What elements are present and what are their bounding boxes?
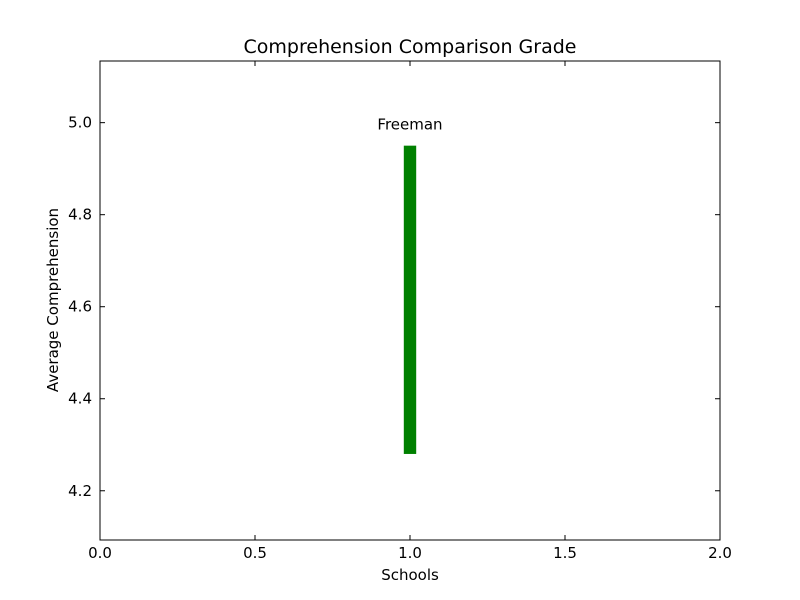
y-tick-label: 4.8 [68, 206, 92, 224]
x-tick-label: 1.5 [553, 544, 577, 562]
bar-label: Freeman [377, 116, 442, 134]
x-tick-label: 0.5 [243, 544, 267, 562]
x-axis-label: Schools [381, 566, 439, 584]
plot-area: Freeman 0.0 0.5 1.0 1.5 2.0 4.2 4.4 4.6 4.8 5.0 [68, 60, 732, 562]
y-axis-label: Average Comprehension [44, 208, 62, 392]
bar-label-group: Freeman [377, 116, 442, 134]
chart-title: Comprehension Comparison Grade [244, 36, 577, 58]
y-tick-label: 4.2 [68, 482, 92, 500]
y-tick-label: 5.0 [68, 114, 92, 132]
x-tick-label: 2.0 [708, 544, 732, 562]
bar-freeman [403, 145, 417, 454]
y-tick-label: 4.6 [68, 298, 92, 316]
bar-group [403, 145, 417, 454]
y-axis-ticks: 4.2 4.4 4.6 4.8 5.0 [68, 114, 720, 500]
x-tick-label: 0.0 [88, 544, 112, 562]
y-tick-label: 4.4 [68, 390, 92, 408]
x-tick-label: 1.0 [398, 544, 422, 562]
x-axis-ticks: 0.0 0.5 1.0 1.5 2.0 [88, 61, 732, 562]
